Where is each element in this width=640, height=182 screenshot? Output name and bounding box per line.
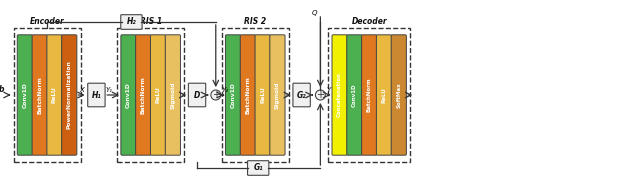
FancyBboxPatch shape [332,35,347,155]
Text: H₂: H₂ [127,17,136,27]
FancyBboxPatch shape [293,83,310,107]
Circle shape [316,90,325,100]
Text: Conv1D: Conv1D [352,83,357,107]
FancyBboxPatch shape [362,35,377,155]
Text: SoftMax: SoftMax [396,82,401,108]
Text: Sigmoid: Sigmoid [170,81,175,109]
Text: BatchNorm: BatchNorm [37,76,42,114]
FancyBboxPatch shape [121,15,142,29]
FancyBboxPatch shape [255,35,270,155]
Text: D: D [194,90,200,100]
FancyBboxPatch shape [225,35,241,155]
Bar [117,28,184,162]
Text: Conv1D: Conv1D [230,82,236,108]
Text: Concatenation: Concatenation [337,73,342,117]
Text: +: + [316,90,324,100]
FancyBboxPatch shape [32,35,47,155]
Text: +: + [212,90,220,100]
FancyBboxPatch shape [248,161,269,175]
Bar [221,28,289,162]
Text: G₁: G₁ [253,163,263,173]
Text: RIS 1: RIS 1 [140,17,162,27]
FancyBboxPatch shape [136,35,151,155]
Text: ReLU: ReLU [52,87,57,103]
Text: X: X [79,88,84,94]
FancyBboxPatch shape [17,35,33,155]
Text: Sigmoid: Sigmoid [275,81,280,109]
FancyBboxPatch shape [47,35,62,155]
Text: Conv1D: Conv1D [126,82,131,108]
Text: Conv1D: Conv1D [22,82,28,108]
Bar [328,28,410,162]
Text: ReLU: ReLU [156,87,161,103]
Text: H₁: H₁ [92,90,101,100]
Text: BatchNorm: BatchNorm [367,78,372,112]
Text: G₂: G₂ [297,90,307,100]
Text: BatchNorm: BatchNorm [245,76,250,114]
FancyBboxPatch shape [270,35,285,155]
Circle shape [211,90,221,100]
Text: Y₁: Y₁ [106,88,112,94]
FancyBboxPatch shape [347,35,362,155]
Text: b: b [0,84,4,94]
FancyBboxPatch shape [376,35,392,155]
FancyBboxPatch shape [240,35,255,155]
Text: BatchNorm: BatchNorm [141,76,146,114]
FancyBboxPatch shape [61,35,77,155]
Text: Encoder: Encoder [29,17,65,27]
Text: Y: Y [326,88,330,94]
FancyBboxPatch shape [391,35,406,155]
FancyBboxPatch shape [188,83,205,107]
Text: PowerNormalization: PowerNormalization [67,61,72,129]
Text: RIS 2: RIS 2 [244,17,266,27]
Text: ReLU: ReLU [381,87,387,103]
Text: Decoder: Decoder [351,17,387,27]
FancyBboxPatch shape [88,83,105,107]
FancyBboxPatch shape [121,35,136,155]
FancyBboxPatch shape [165,35,180,155]
Text: Q: Q [312,10,317,16]
Text: Y₂: Y₂ [221,88,228,94]
Bar [13,28,81,162]
FancyBboxPatch shape [150,35,166,155]
Text: ReLU: ReLU [260,87,265,103]
